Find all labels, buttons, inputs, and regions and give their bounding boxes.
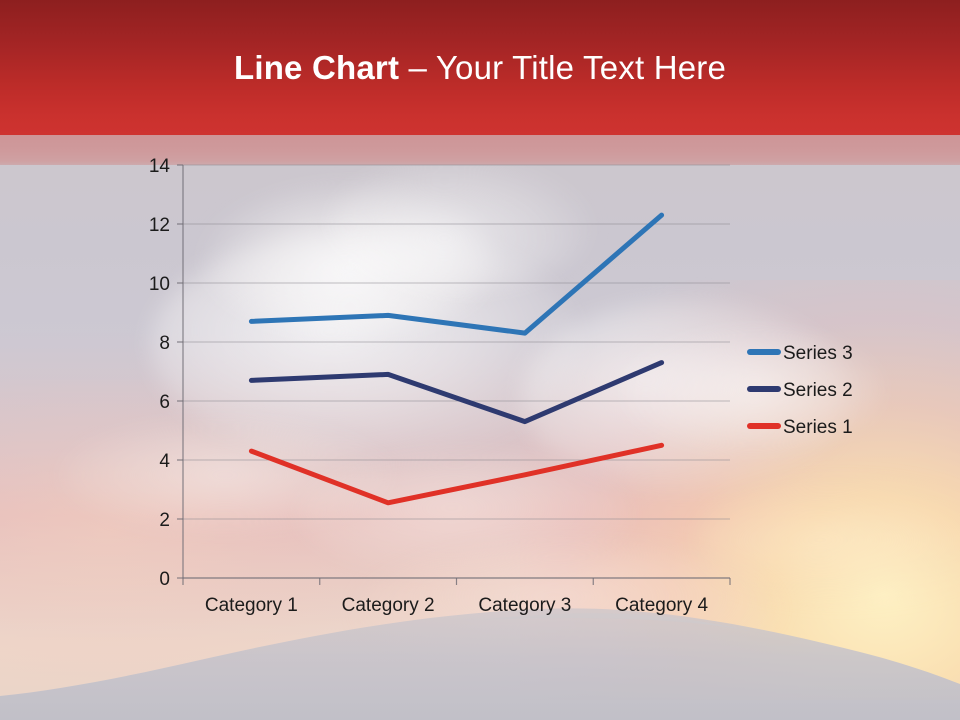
x-axis-tick-label: Category 3 bbox=[478, 595, 571, 616]
y-axis-tick-labels: 0 2 4 6 8 10 12 14 bbox=[149, 156, 171, 590]
cloud-shape bbox=[60, 420, 390, 530]
x-axis-tick-labels: Category 1 Category 2 Category 3 Category 4 bbox=[205, 595, 709, 616]
page-title: Line Chart – Your Title Text Here bbox=[0, 48, 960, 88]
data-series-lines[interactable] bbox=[248, 212, 665, 506]
y-axis-tick-label: 0 bbox=[159, 569, 170, 590]
y-axis-tick-label: 12 bbox=[149, 215, 170, 236]
legend-label-series-2[interactable]: Series 2 bbox=[783, 380, 853, 401]
legend-label-series-1[interactable]: Series 1 bbox=[783, 417, 853, 438]
axis-lines bbox=[177, 164, 731, 585]
title-bold-part: Line Chart bbox=[233, 49, 409, 86]
y-axis-tick-label: 8 bbox=[159, 333, 170, 354]
y-axis-tick-label: 4 bbox=[159, 451, 170, 472]
cloud-shape bbox=[330, 160, 590, 290]
y-axis-tick-label: 2 bbox=[159, 510, 170, 531]
x-axis-tick-label: Category 2 bbox=[342, 595, 435, 616]
accent-band bbox=[0, 135, 960, 165]
hill-silhouette bbox=[0, 608, 960, 720]
title-banner bbox=[0, 0, 960, 135]
y-axis-tick-label: 6 bbox=[159, 392, 170, 413]
y-axis-tick-label: 10 bbox=[149, 274, 170, 295]
x-axis-tick-label: Category 4 bbox=[615, 595, 708, 616]
series-line-series-1[interactable] bbox=[248, 442, 665, 506]
cloud-shape bbox=[700, 480, 960, 600]
chart-legend[interactable]: Series 3 Series 2 Series 1 bbox=[747, 343, 853, 438]
y-axis-tick-label: 14 bbox=[149, 156, 171, 177]
x-axis-tick-label: Category 1 bbox=[205, 595, 298, 616]
series-line-series-2[interactable] bbox=[248, 360, 665, 425]
title-dash: – bbox=[408, 49, 436, 86]
title-light-part: Your Title Text Here bbox=[435, 49, 727, 86]
cloud-shape bbox=[300, 455, 630, 575]
series-line-series-3[interactable] bbox=[248, 212, 665, 336]
legend-label-series-3[interactable]: Series 3 bbox=[783, 343, 853, 364]
